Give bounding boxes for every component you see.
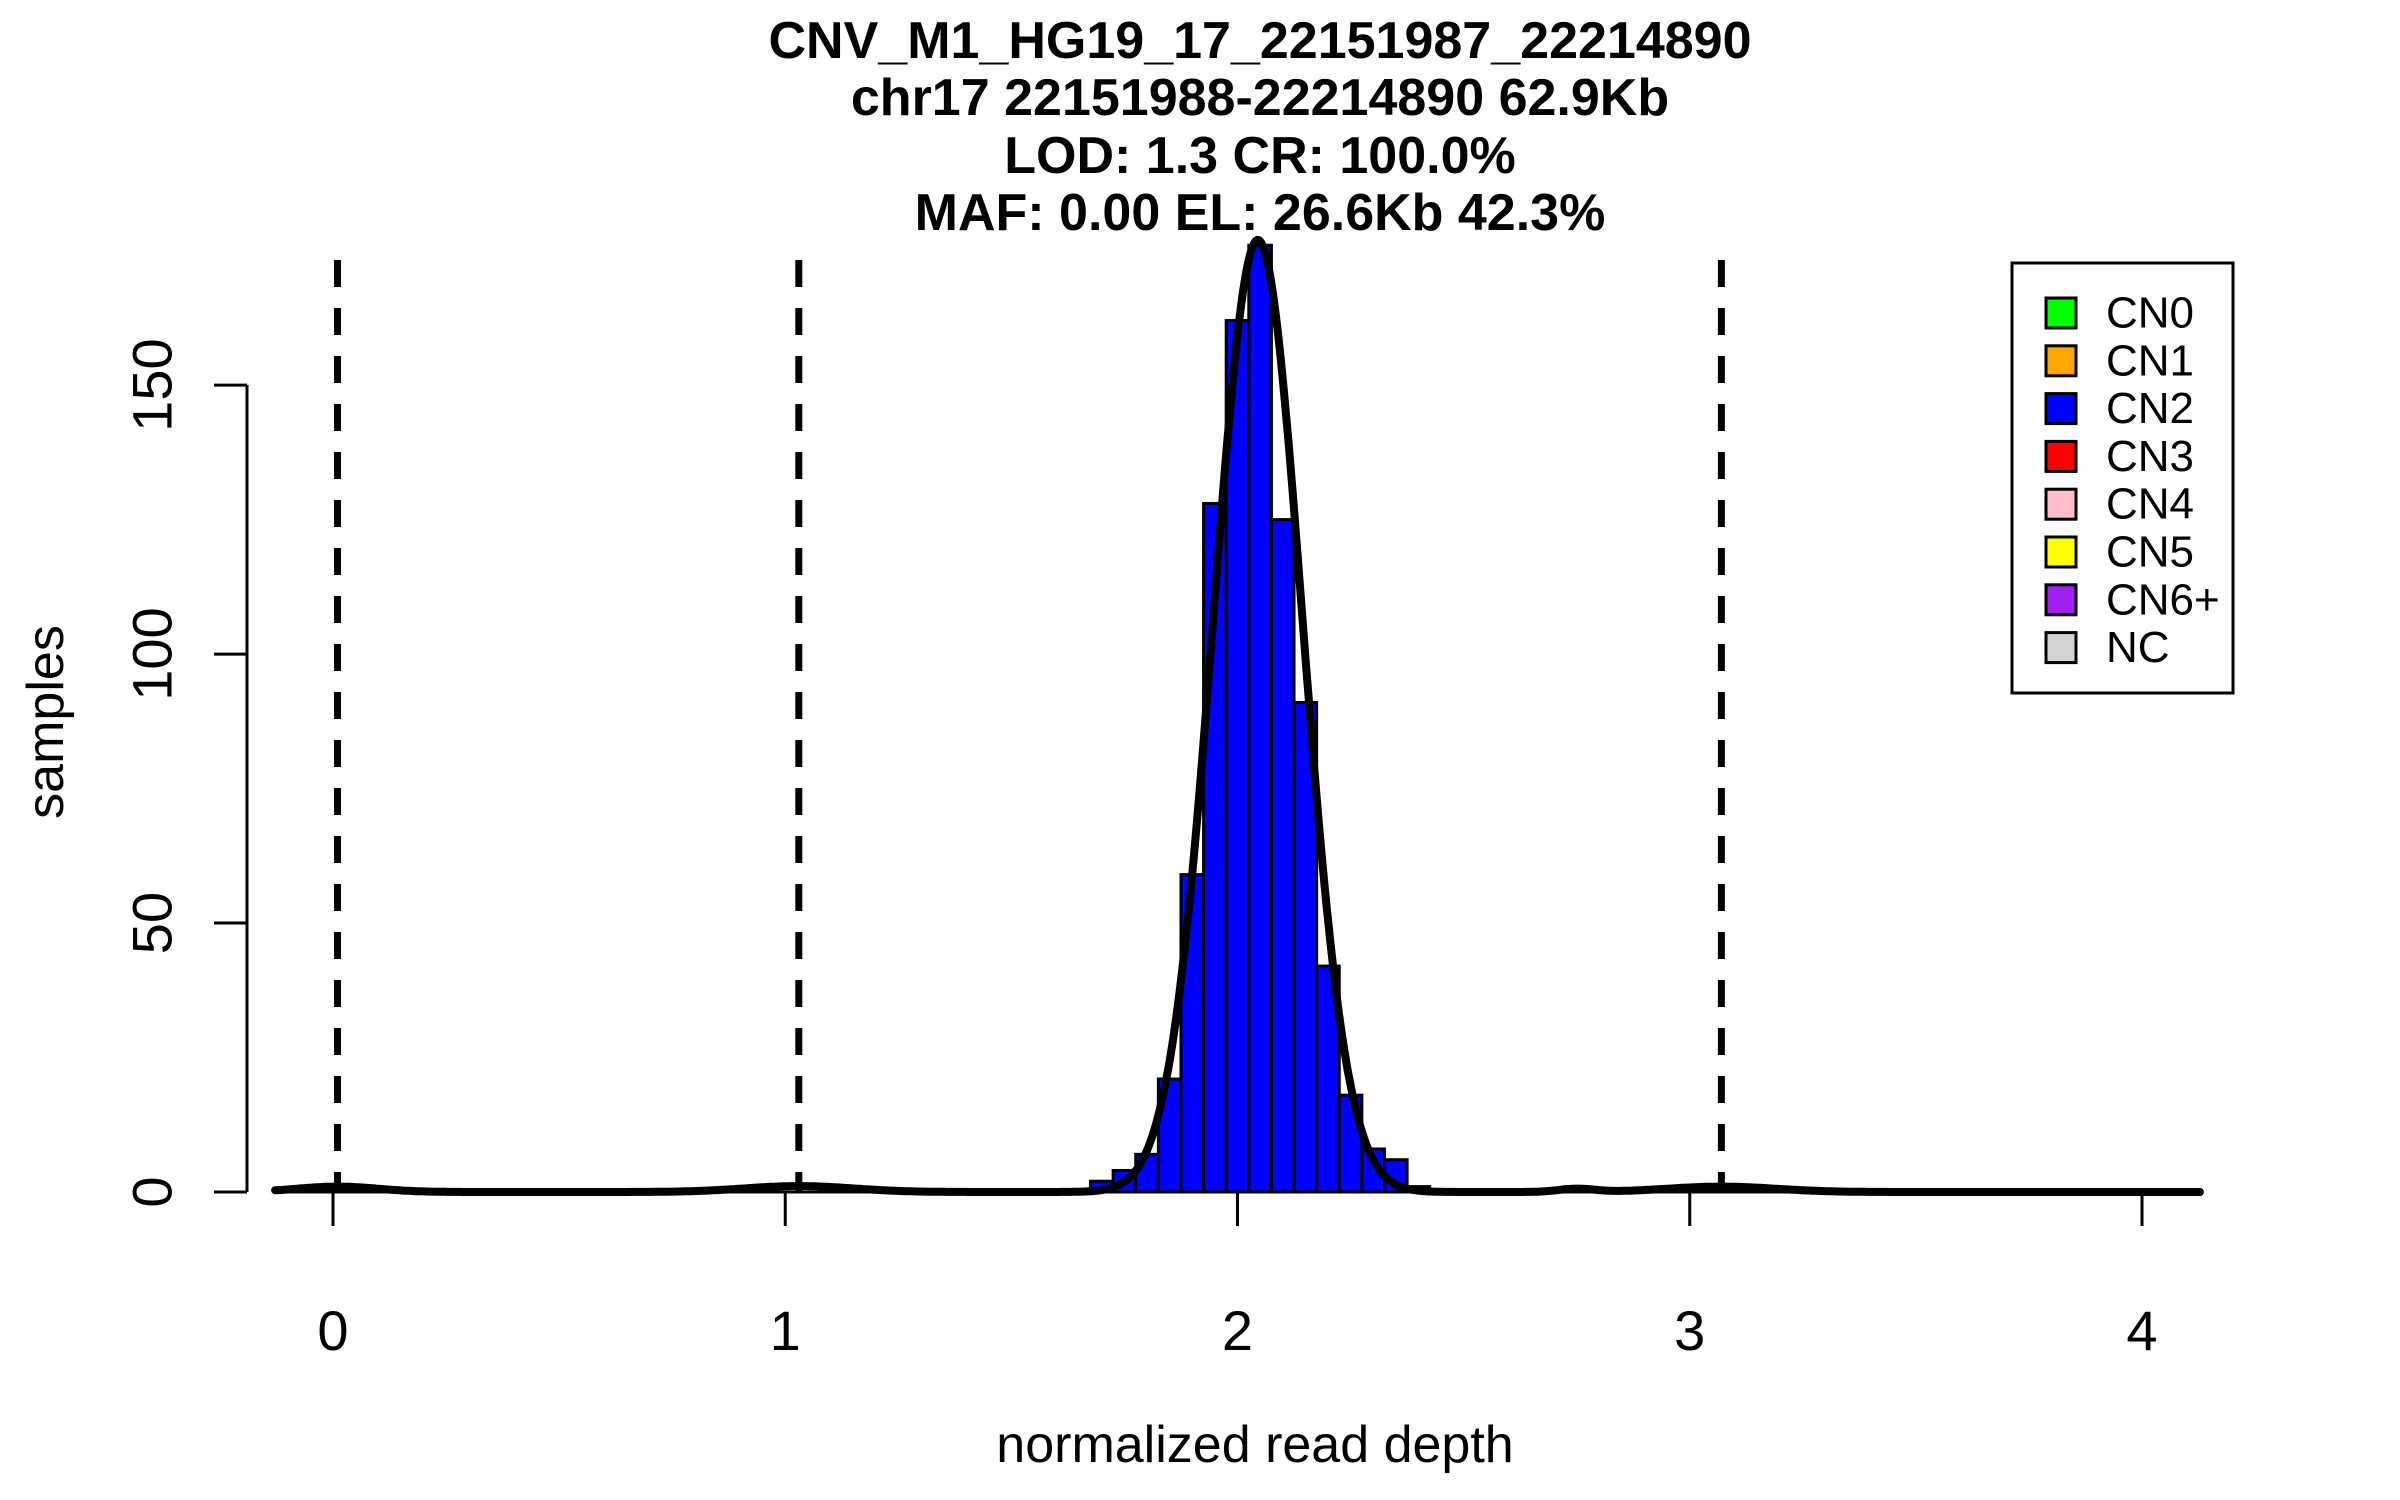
legend-label: NC <box>2106 623 2170 672</box>
legend-label: CN2 <box>2106 384 2194 433</box>
x-tick-label: 3 <box>1674 1299 1705 1362</box>
legend-item: CN6+ <box>2044 575 2220 624</box>
legend-item: NC <box>2044 623 2170 672</box>
title-line-1: CNV_M1_HG19_17_22151987_22214890 <box>768 12 1751 70</box>
y-tick-label: 150 <box>121 338 184 431</box>
x-tick-label: 4 <box>2126 1299 2157 1362</box>
legend-item: CN2 <box>2044 384 2194 433</box>
x-tick-label: 1 <box>770 1299 801 1362</box>
legend-item: CN0 <box>2044 289 2194 338</box>
legend-swatch-cn6-plus <box>2044 583 2078 617</box>
legend-swatch-cn2 <box>2044 392 2078 426</box>
title-line-3: LOD: 1.3 CR: 100.0% <box>1004 127 1516 185</box>
legend-box <box>2010 261 2235 695</box>
legend-label: CN5 <box>2106 528 2194 577</box>
y-tick-label: 100 <box>121 607 184 700</box>
chart-title: CNV_M1_HG19_17_22151987_22214890 chr17 2… <box>768 12 1751 242</box>
legend-item: CN5 <box>2044 528 2194 577</box>
legend-swatch-cn0 <box>2044 296 2078 330</box>
legend-label: CN0 <box>2106 289 2194 338</box>
histogram-bar <box>1247 243 1273 1194</box>
legend-label: CN4 <box>2106 480 2194 529</box>
x-tick-label: 0 <box>317 1299 348 1362</box>
legend-label: CN3 <box>2106 432 2194 481</box>
legend-swatch-cn3 <box>2044 439 2078 473</box>
legend-swatch-cn4 <box>2044 487 2078 521</box>
y-tick-label: 0 <box>121 1176 184 1207</box>
title-line-4: MAF: 0.00 EL: 26.6Kb 42.3% <box>915 184 1606 242</box>
y-axis-label: samples <box>17 625 75 819</box>
legend-swatch-nc <box>2044 631 2078 665</box>
legend-item: CN4 <box>2044 480 2194 529</box>
legend-label: CN6+ <box>2106 575 2220 624</box>
x-tick-label: 2 <box>1222 1299 1253 1362</box>
legend-swatch-cn1 <box>2044 344 2078 378</box>
title-line-2: chr17 22151988-22214890 62.9Kb <box>851 69 1669 127</box>
legend-item: CN1 <box>2044 336 2194 385</box>
y-tick-label: 50 <box>121 892 184 954</box>
x-axis-label: normalized read depth <box>996 1416 1513 1474</box>
legend-item: CN3 <box>2044 432 2194 481</box>
legend-label: CN1 <box>2106 336 2194 385</box>
legend-swatch-cn5 <box>2044 535 2078 569</box>
histogram-bar <box>1269 518 1296 1194</box>
